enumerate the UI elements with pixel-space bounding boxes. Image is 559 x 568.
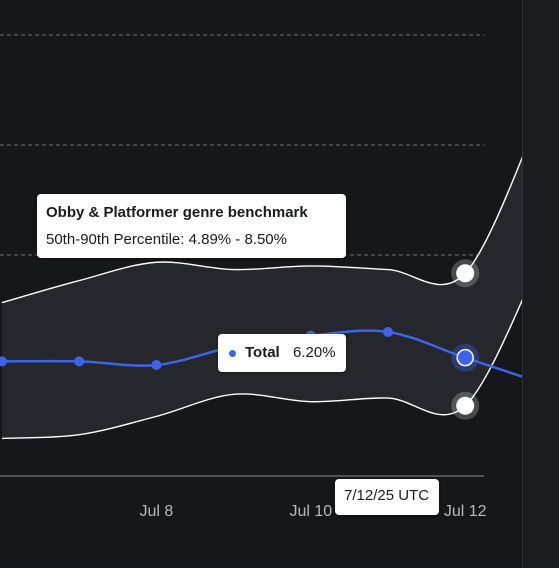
benchmark-tooltip-range: 50th-90th Percentile: 4.89% - 8.50% <box>46 231 287 248</box>
scrollbar-gutter[interactable] <box>523 0 559 568</box>
benchmark-upper-hover-marker[interactable] <box>456 264 475 283</box>
total-tooltip-value: 6.20% <box>293 344 336 361</box>
benchmark-upper-line <box>1 156 522 304</box>
benchmark-tooltip-title: Obby & Platformer genre benchmark <box>46 204 308 221</box>
x-tick-label: Jul 8 <box>140 503 174 520</box>
benchmark-lower-hover-marker[interactable] <box>456 396 475 415</box>
total-hover-marker[interactable] <box>456 348 474 367</box>
total-data-point[interactable] <box>74 356 85 367</box>
total-legend-dot-icon <box>229 350 236 357</box>
x-tick-label: Jul 12 <box>444 503 487 520</box>
total-data-point[interactable] <box>383 326 393 337</box>
hover-markers <box>451 259 480 420</box>
total-tooltip-label: Total <box>245 344 280 361</box>
total-data-point[interactable] <box>0 356 7 367</box>
panel-divider <box>522 0 523 568</box>
benchmark-band-area <box>2 158 522 439</box>
chart-panel: Jul 8 Jul 10 Jul 12 <box>0 34 522 520</box>
line-chart: Jul 8 Jul 10 Jul 12 <box>0 34 522 520</box>
total-tooltip: Total 6.20% <box>218 334 346 372</box>
date-tooltip: 7/12/25 UTC <box>335 479 439 515</box>
x-tick-label: Jul 10 <box>289 503 332 520</box>
total-data-point[interactable] <box>151 360 162 370</box>
date-tooltip-label: 7/12/25 UTC <box>344 487 430 504</box>
benchmark-tooltip: Obby & Platformer genre benchmark 50th-9… <box>37 194 346 258</box>
x-axis-ticks: Jul 8 Jul 10 Jul 12 <box>140 503 487 520</box>
